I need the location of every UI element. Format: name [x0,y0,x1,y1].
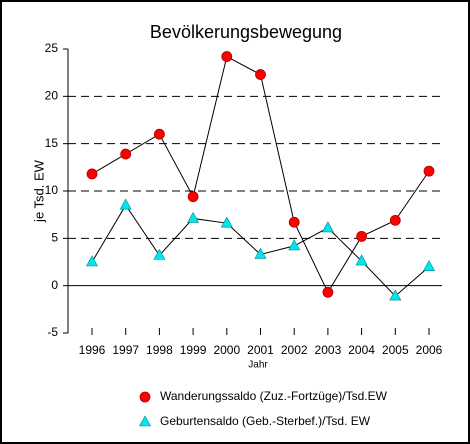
x-tick-label: 1999 [180,343,207,357]
y-tick-label: -5 [47,325,58,339]
x-tick-label: 2002 [281,343,308,357]
legend-label: Geburtensaldo (Geb.-Sterbef.)/Tsd. EW [160,414,371,428]
data-point [355,254,368,266]
data-point [254,247,267,259]
data-point [153,128,165,140]
data-point [153,248,166,260]
y-axis-label: je Tsd. EW [31,159,46,223]
data-point [255,69,266,80]
legend-marker [138,415,152,427]
data-point [85,255,99,267]
x-tick-label: 2001 [247,343,274,357]
data-point [221,51,233,62]
data-point [288,239,301,251]
x-tick-label: 2000 [213,343,240,357]
x-tick-label: 1998 [146,343,173,357]
data-point [119,198,132,210]
y-tick-label: 5 [51,231,58,245]
data-point [187,211,200,223]
x-tick-label: 1996 [79,343,106,357]
y-tick-label: 0 [51,278,58,292]
data-point [356,231,368,242]
x-tick-label: 1997 [112,343,139,357]
data-point [423,165,435,177]
x-tick-label: 2003 [315,343,342,357]
data-point [422,260,436,272]
chart-title: Bevölkerungsbewegung [150,22,342,42]
x-tick-label: 2005 [382,343,409,357]
data-point [86,168,98,180]
data-point [322,286,334,298]
y-tick-label: 20 [45,89,59,103]
data-point [321,221,334,233]
data-point [389,289,402,301]
y-tick-label: 15 [45,136,59,150]
data-point [288,216,300,228]
data-point [220,216,233,228]
x-tick-label: 2004 [348,343,375,357]
data-point [389,214,401,226]
data-point [120,148,132,160]
data-point [187,191,199,203]
y-tick-label: 10 [45,183,59,197]
y-tick-label: 25 [45,41,59,55]
x-tick-label: 2006 [416,343,443,357]
legend-label: Wanderungssaldo (Zuz.-Fortzüge)/Tsd.EW [160,389,388,403]
legend-marker [139,391,151,403]
x-axis-label: Jahr [248,360,268,371]
